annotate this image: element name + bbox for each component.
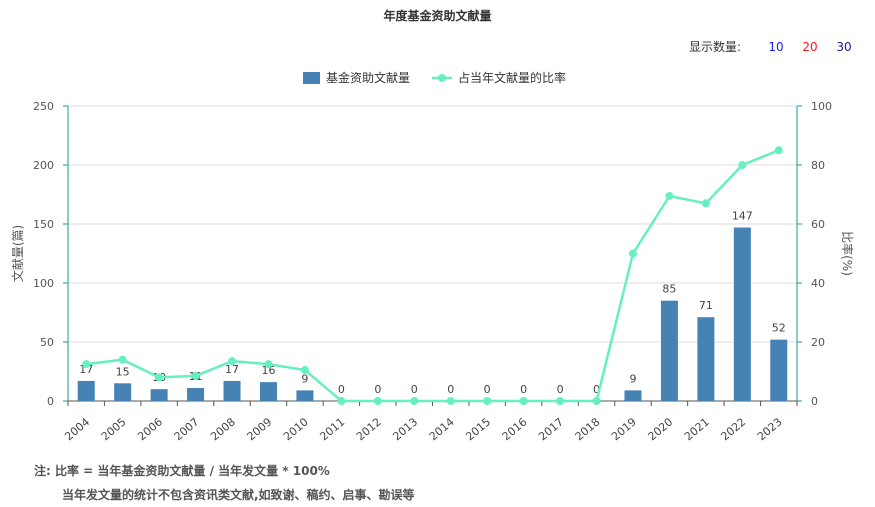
ratio-point (446, 397, 455, 405)
x-tick-label: 2018 (573, 415, 603, 443)
bar (187, 388, 205, 401)
y-tick-label: 200 (33, 159, 54, 172)
display-count-selector: 显示数量: 10 20 30 (689, 38, 861, 55)
bar-value-label: 16 (261, 364, 275, 377)
ratio-point (738, 161, 747, 169)
x-tick-label: 2020 (646, 415, 676, 443)
x-tick-label: 2017 (536, 415, 566, 443)
ratio-point (774, 146, 783, 155)
bar-value-label: 17 (79, 363, 93, 376)
x-tick-label: 2019 (609, 415, 639, 443)
display-count-20[interactable]: 20 (802, 39, 818, 54)
bar-value-label: 52 (772, 322, 786, 335)
ratio-point (264, 360, 273, 369)
bar (223, 380, 241, 401)
bar-value-label: 15 (116, 365, 130, 378)
x-tick-label: 2004 (62, 415, 92, 443)
bar-value-label: 0 (557, 383, 564, 396)
display-count-label: 显示数量: (688, 40, 741, 54)
bar (624, 390, 642, 401)
x-tick-label: 2023 (755, 415, 785, 443)
ratio-point (300, 366, 309, 375)
bar-value-label: 17 (225, 363, 239, 376)
ratio-point (155, 373, 164, 382)
bar-value-label: 0 (484, 383, 491, 396)
footnote-ratio-formula: 注: 比率 = 当年基金资助文献量 / 当年发文量 * 100% (34, 464, 330, 478)
ratio-point (337, 397, 346, 405)
bar (697, 317, 715, 401)
bar-value-label: 9 (301, 372, 308, 385)
ratio-point (118, 355, 127, 364)
y-right-tick-label: 40 (811, 277, 825, 290)
x-tick-label: 2005 (99, 415, 129, 443)
x-tick-label: 2015 (463, 415, 493, 443)
footnote-exclusion: 当年发文量的统计不包含资讯类文献,如致谢、稿约、启事、勘误等 (62, 488, 415, 502)
legend-swatch-point (438, 74, 446, 82)
y-tick-label: 50 (40, 336, 54, 349)
x-tick-label: 2012 (354, 415, 384, 443)
y-right-tick-label: 80 (811, 159, 825, 172)
ratio-point (628, 249, 637, 258)
bar (770, 339, 788, 401)
ratio-point (665, 191, 674, 200)
display-count-30[interactable]: 30 (836, 39, 852, 54)
y-axis-title: 文献量(篇) (10, 225, 25, 282)
bar (259, 382, 277, 401)
display-count-10[interactable]: 10 (768, 39, 784, 54)
ratio-point (519, 397, 528, 405)
x-tick-label: 2021 (682, 415, 712, 443)
y-tick-label: 0 (47, 395, 54, 408)
ratio-point (191, 371, 200, 380)
bar-value-label: 9 (629, 372, 636, 385)
y-right-tick-label: 100 (811, 100, 832, 113)
x-tick-label: 2009 (245, 415, 275, 443)
y-tick-label: 100 (33, 277, 54, 290)
y-tick-label: 150 (33, 218, 54, 231)
x-tick-label: 2006 (135, 415, 165, 443)
y-right-tick-label: 20 (811, 336, 825, 349)
y-tick-label: 250 (33, 100, 54, 113)
bar (114, 383, 132, 401)
x-tick-label: 2007 (172, 415, 202, 443)
x-tick-label: 2022 (718, 415, 748, 443)
x-tick-label: 2013 (390, 415, 420, 443)
bar-value-label: 0 (593, 383, 600, 396)
bar (150, 389, 168, 401)
ratio-point (228, 357, 237, 366)
x-tick-label: 2014 (427, 415, 457, 443)
y-right-axis-title: 比率(%) (840, 231, 855, 276)
y-right-tick-label: 60 (811, 218, 825, 231)
bar-value-label: 0 (447, 383, 454, 396)
legend-swatch-bar (303, 72, 320, 84)
ratio-point (410, 397, 419, 405)
ratio-point (483, 397, 492, 405)
x-tick-label: 2016 (500, 415, 530, 443)
legend-label-line: 占当年文献量的比率 (458, 70, 566, 85)
ratio-point (592, 397, 601, 405)
bar-value-label: 85 (662, 283, 676, 296)
bar (296, 390, 314, 401)
bar-value-label: 0 (338, 383, 345, 396)
bar (733, 227, 751, 401)
legend-label-bar: 基金资助文献量 (326, 70, 410, 85)
bar (660, 300, 678, 401)
ratio-point (373, 397, 382, 405)
y-right-tick-label: 0 (811, 395, 818, 408)
bar-value-label: 147 (732, 210, 753, 223)
ratio-point (701, 199, 710, 208)
bar-value-label: 0 (411, 383, 418, 396)
x-tick-label: 2011 (317, 415, 347, 443)
ratio-point (82, 360, 91, 369)
bar-value-label: 71 (699, 299, 713, 312)
bar-value-label: 0 (374, 383, 381, 396)
x-tick-label: 2010 (281, 415, 311, 443)
bar (77, 380, 95, 401)
x-tick-label: 2008 (208, 415, 238, 443)
ratio-point (556, 397, 565, 405)
ratio-line (86, 149, 780, 403)
chart-title: 年度基金资助文献量 (383, 9, 492, 23)
bar-value-label: 0 (520, 383, 527, 396)
